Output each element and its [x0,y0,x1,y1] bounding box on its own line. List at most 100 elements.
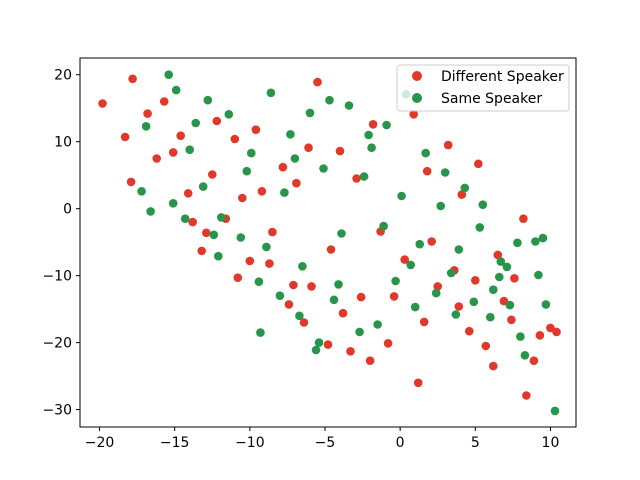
same-speaker-point-56 [337,229,346,238]
same-speaker-point-73 [489,285,498,295]
same-speaker-point-21 [325,95,334,105]
different-speaker-point-5 [159,97,169,106]
points-layer [98,70,561,416]
different-speaker-point-14 [245,256,255,266]
same-speaker-point-19 [314,338,324,347]
different-speaker-point-15 [257,187,267,196]
same-speaker-point-22 [334,280,343,289]
same-speaker-point-10 [224,110,234,119]
different-speaker-point-47 [212,116,222,126]
same-speaker-point-63 [475,223,485,232]
same-speaker-point-17 [295,311,304,321]
different-speaker-point-61 [176,131,185,140]
different-speaker-point-6 [152,154,161,163]
legend-marker-different-speaker [412,71,422,81]
different-speaker-point-10 [197,246,206,256]
same-speaker-point-57 [359,172,369,181]
different-speaker-point-40 [510,274,519,283]
different-speaker-point-53 [338,308,348,318]
different-speaker-point-46 [552,327,561,337]
different-speaker-point-38 [489,361,498,371]
same-speaker-point-27 [382,120,391,130]
same-speaker-point-42 [516,332,525,341]
same-speaker-point-52 [262,242,271,252]
different-speaker-point-17 [278,162,288,172]
x-tick-label: −20 [85,435,115,451]
different-speaker-point-41 [519,214,528,223]
different-speaker-point-58 [457,190,467,199]
same-speaker-point-67 [254,277,264,287]
same-speaker-point-8 [203,95,213,105]
legend-label-different-speaker: Different Speaker [441,69,564,85]
different-speaker-point-42 [522,391,531,400]
same-speaker-point-6 [180,214,190,223]
different-speaker-point-21 [313,77,322,87]
same-speaker-point-23 [344,101,354,110]
different-speaker-point-31 [422,166,432,176]
y-tick-label: −30 [42,403,72,419]
different-speaker-point-45 [546,323,555,333]
different-speaker-point-52 [326,245,336,254]
x-tick-label: −15 [160,435,190,451]
same-speaker-point-60 [415,239,425,249]
y-tick-label: −20 [42,336,72,352]
same-speaker-point-7 [191,118,200,128]
different-speaker-point-54 [368,120,378,129]
legend-box [396,64,570,112]
axes-frame [79,57,577,428]
same-speaker-point-39 [496,257,506,266]
same-speaker-point-16 [286,130,295,139]
different-speaker-point-33 [443,140,453,150]
different-speaker-point-13 [233,273,243,283]
different-speaker-point-11 [208,170,217,179]
y-tick-label: −10 [42,269,72,285]
same-speaker-point-36 [469,297,479,307]
same-speaker-point-34 [451,310,461,319]
same-speaker-point-11 [236,233,246,242]
different-speaker-point-30 [413,378,423,388]
different-speaker-point-69 [471,276,480,285]
same-speaker-point-74 [502,262,512,272]
same-speaker-point-26 [373,320,382,329]
same-speaker-point-43 [520,351,530,360]
legend-marker-same-speaker [412,93,422,103]
same-speaker-point-69 [329,295,339,305]
x-tick-label: 5 [471,435,480,451]
same-speaker-point-30 [410,302,420,312]
same-speaker-point-9 [214,251,223,261]
same-speaker-point-62 [454,245,464,254]
different-speaker-point-8 [183,189,193,198]
same-speaker-point-68 [290,154,300,163]
different-speaker-point-36 [474,159,483,169]
different-speaker-point-37 [481,341,491,351]
same-speaker-point-14 [266,88,276,98]
legend-label-same-speaker: Same Speaker [441,91,542,107]
same-speaker-point-41 [513,238,522,248]
different-speaker-point-67 [389,292,399,301]
same-speaker-point-37 [478,200,488,209]
same-speaker-point-48 [550,406,560,416]
different-speaker-point-43 [529,356,539,366]
different-speaker-point-51 [304,143,313,152]
same-speaker-point-31 [421,148,431,158]
same-speaker-point-20 [311,345,321,355]
different-speaker-point-48 [230,134,240,144]
same-speaker-point-44 [531,237,540,246]
same-speaker-point-64 [495,272,504,282]
different-speaker-point-0 [98,99,107,108]
different-speaker-point-68 [419,317,429,327]
same-speaker-point-47 [534,270,543,280]
different-speaker-point-18 [289,280,298,290]
different-speaker-point-22 [323,340,333,349]
different-speaker-point-65 [307,282,316,291]
same-speaker-point-55 [319,164,328,173]
same-speaker-point-2 [141,122,151,131]
different-speaker-point-44 [535,331,545,340]
same-speaker-point-70 [367,143,376,152]
same-speaker-point-3 [137,187,146,196]
different-speaker-point-2 [120,132,130,142]
different-speaker-point-29 [400,255,410,264]
same-speaker-point-15 [275,291,285,301]
y-tick-label: 0 [63,202,72,218]
